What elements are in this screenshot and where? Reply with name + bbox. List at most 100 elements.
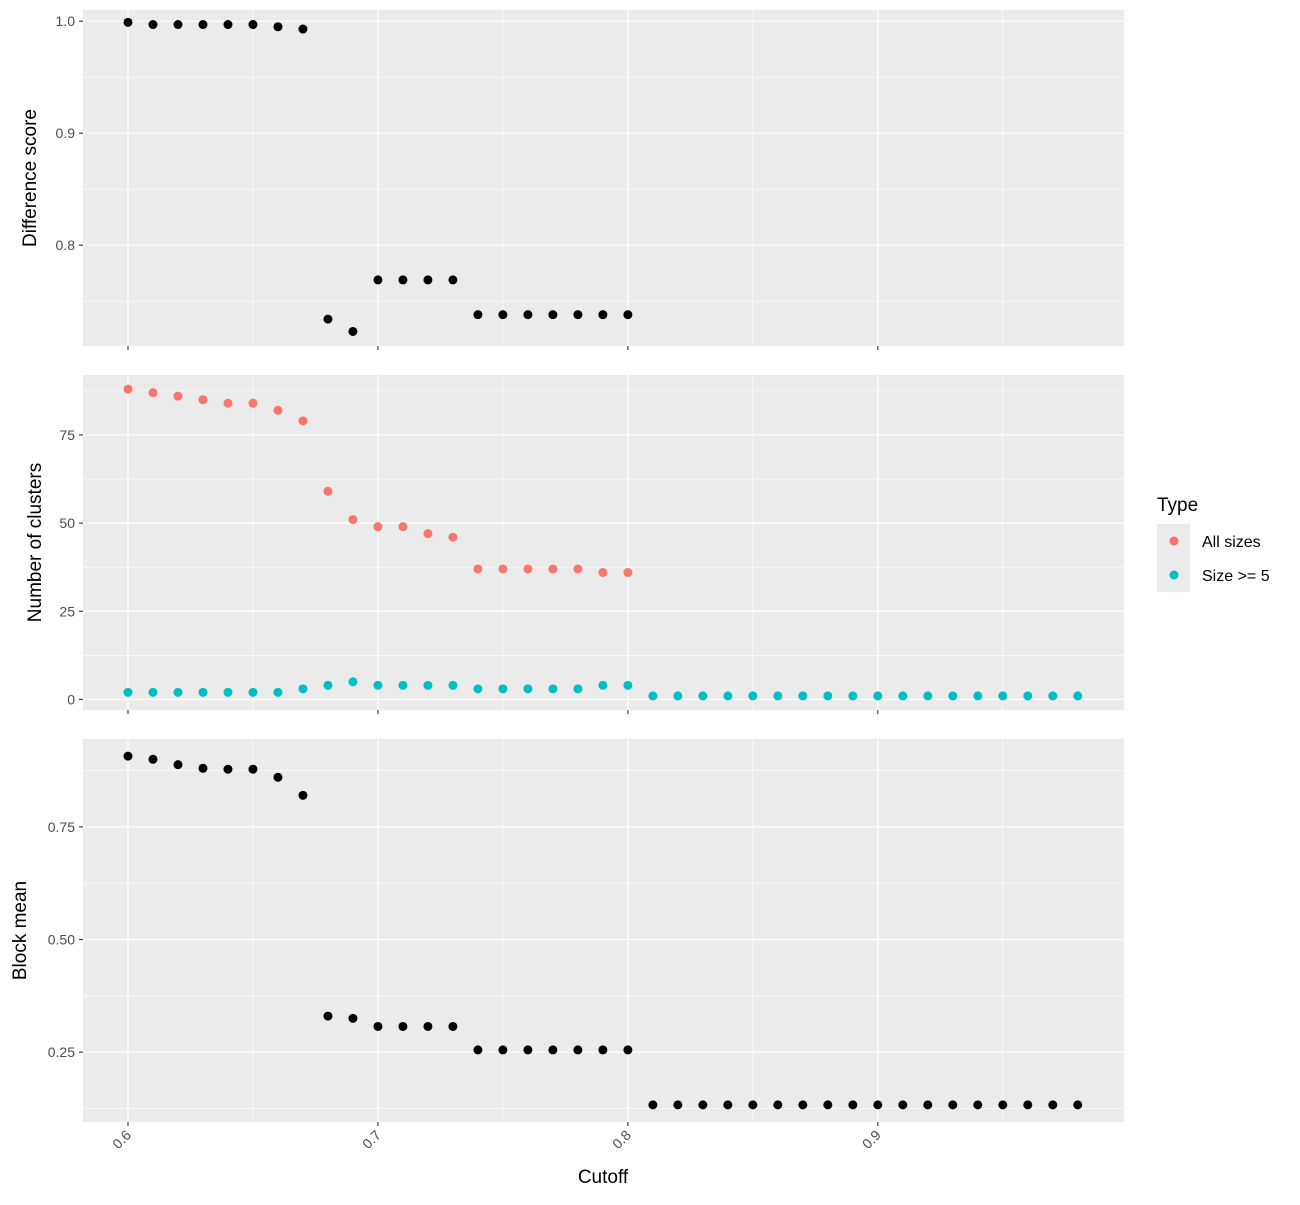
data-point — [673, 691, 683, 701]
data-point — [198, 395, 208, 405]
data-point — [173, 391, 183, 401]
data-point — [998, 1100, 1008, 1110]
series-1 — [123, 384, 633, 577]
y-tick-label: 0 — [67, 691, 75, 707]
data-point — [198, 763, 208, 773]
data-point — [723, 1100, 733, 1110]
y-tick-label: 0.9 — [56, 125, 76, 141]
y-tick-label: 1.0 — [56, 13, 76, 29]
data-point — [523, 310, 533, 320]
data-point — [198, 20, 208, 30]
panel-background — [83, 739, 1124, 1122]
data-point — [523, 684, 533, 694]
data-point — [423, 275, 433, 285]
data-point — [898, 691, 908, 701]
data-point — [623, 1045, 633, 1055]
y-tick-label: 50 — [59, 515, 75, 531]
data-point — [1073, 1100, 1083, 1110]
data-point — [798, 691, 808, 701]
data-point — [223, 20, 233, 30]
data-point — [423, 529, 433, 539]
data-point — [323, 680, 333, 690]
data-point — [573, 1045, 583, 1055]
data-point — [248, 764, 258, 774]
data-point — [848, 1100, 858, 1110]
data-point — [548, 684, 558, 694]
data-point — [548, 1045, 558, 1055]
data-point — [773, 1100, 783, 1110]
data-point — [448, 680, 458, 690]
data-point — [248, 687, 258, 697]
data-point — [598, 680, 608, 690]
data-point — [773, 691, 783, 701]
series-1 — [123, 17, 633, 336]
data-point — [948, 691, 958, 701]
data-point — [348, 326, 358, 336]
legend-key-all-sizes — [1169, 536, 1179, 546]
data-point — [698, 691, 708, 701]
data-point — [498, 310, 508, 320]
data-point — [1023, 691, 1033, 701]
data-point — [148, 754, 158, 764]
data-point — [823, 1100, 833, 1110]
data-point — [298, 790, 308, 800]
data-point — [698, 1100, 708, 1110]
data-point — [498, 564, 508, 574]
data-point — [573, 564, 583, 574]
x-tick-label: 0.8 — [609, 1127, 634, 1152]
data-point — [1048, 1100, 1058, 1110]
panel-2: 0 25 50 75 Number of clusters — [25, 375, 1124, 714]
data-point — [898, 1100, 908, 1110]
data-point — [348, 677, 358, 687]
y-tick-label: 0.25 — [48, 1044, 75, 1060]
data-point — [423, 680, 433, 690]
data-point — [448, 532, 458, 542]
data-point — [998, 691, 1008, 701]
data-point — [298, 684, 308, 694]
data-point — [273, 772, 283, 782]
data-point — [148, 388, 158, 398]
data-point — [623, 310, 633, 320]
data-point — [298, 416, 308, 426]
y-tick-label: 25 — [59, 603, 75, 619]
data-point — [273, 687, 283, 697]
data-point — [548, 564, 558, 574]
data-point — [523, 564, 533, 574]
y-axis-title: Number of clusters — [25, 463, 46, 622]
series-2 — [123, 677, 1083, 701]
data-point — [598, 567, 608, 577]
data-point — [923, 1100, 933, 1110]
data-point — [448, 275, 458, 285]
data-point — [1023, 1100, 1033, 1110]
data-point — [598, 1045, 608, 1055]
data-point — [373, 680, 383, 690]
data-point — [223, 398, 233, 408]
data-point — [823, 691, 833, 701]
data-point — [348, 1013, 358, 1023]
data-point — [248, 398, 258, 408]
legend-label-size-ge-5: Size >= 5 — [1202, 568, 1270, 585]
data-point — [423, 1021, 433, 1031]
data-point — [498, 684, 508, 694]
data-point — [1073, 691, 1083, 701]
x-tick-label: 0.9 — [859, 1127, 884, 1152]
data-point — [948, 1100, 958, 1110]
data-point — [623, 680, 633, 690]
data-point — [873, 691, 883, 701]
data-point — [148, 20, 158, 30]
y-tick-label: 0.8 — [56, 237, 76, 253]
data-point — [348, 515, 358, 525]
data-point — [173, 20, 183, 30]
data-point — [298, 24, 308, 34]
data-point — [223, 687, 233, 697]
data-point — [173, 687, 183, 697]
y-tick-label: 0.75 — [48, 819, 75, 835]
data-point — [448, 1021, 458, 1031]
data-point — [273, 22, 283, 32]
data-point — [848, 691, 858, 701]
data-point — [498, 1045, 508, 1055]
panel-background — [83, 375, 1124, 710]
data-point — [623, 567, 633, 577]
